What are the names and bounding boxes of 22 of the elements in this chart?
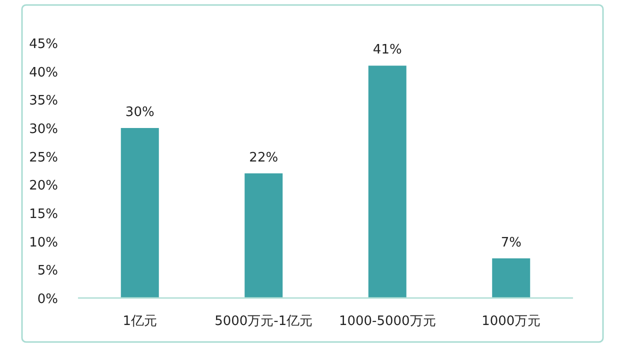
bar bbox=[244, 173, 283, 298]
data-label: 7% bbox=[500, 235, 522, 250]
y-tick-label: 20% bbox=[29, 178, 58, 194]
x-tick-label: 1000万元 bbox=[482, 314, 541, 329]
data-label: 30% bbox=[125, 105, 154, 120]
x-tick-label: 5000万元-1亿元 bbox=[214, 314, 313, 329]
y-tick-label: 30% bbox=[29, 122, 58, 137]
bar bbox=[492, 258, 530, 298]
data-label: 22% bbox=[249, 150, 278, 166]
bar bbox=[368, 66, 406, 298]
y-tick-label: 0% bbox=[37, 292, 58, 307]
y-tick-label: 5% bbox=[37, 264, 58, 279]
x-tick-label: 1000-5000万元 bbox=[338, 314, 436, 329]
y-tick-label: 15% bbox=[29, 207, 58, 222]
y-tick-label: 25% bbox=[29, 150, 58, 166]
y-tick-label: 10% bbox=[29, 235, 58, 250]
x-tick-label: 1亿元 bbox=[122, 314, 158, 329]
y-tick-label: 40% bbox=[29, 65, 58, 80]
data-label: 41% bbox=[372, 42, 402, 58]
y-tick-label: 35% bbox=[29, 94, 58, 109]
bar bbox=[120, 128, 159, 298]
y-tick-label: 45% bbox=[29, 37, 58, 52]
